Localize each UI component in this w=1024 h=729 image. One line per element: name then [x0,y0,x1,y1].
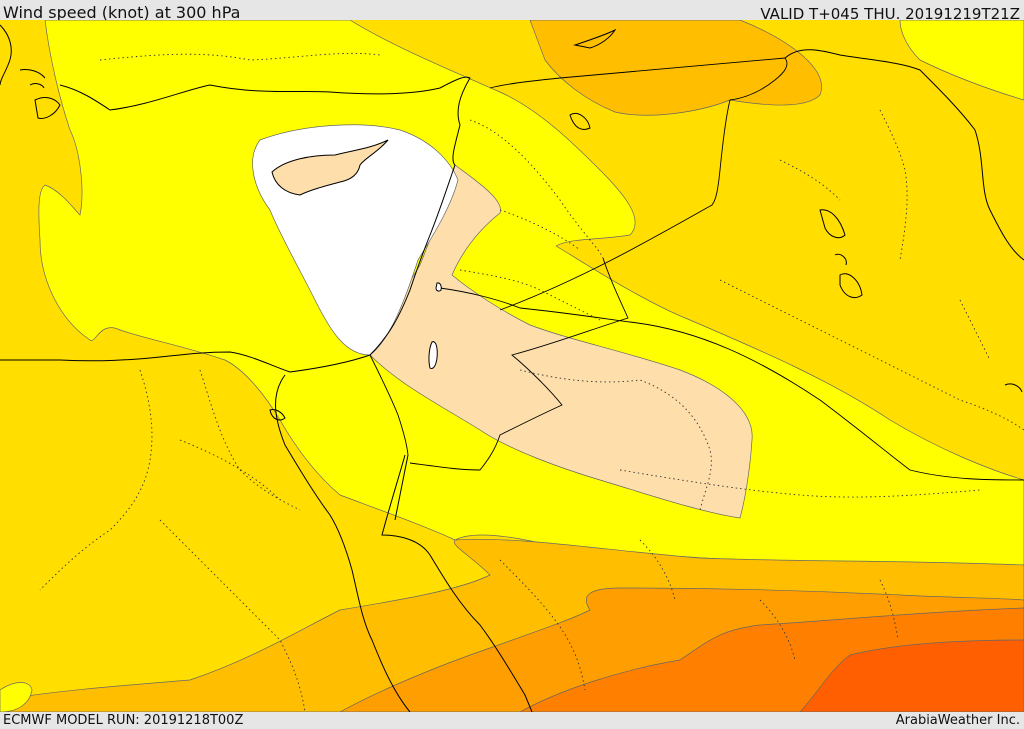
credit: ArabiaWeather Inc. [895,713,1020,728]
wind-speed-map [0,20,1024,712]
map-header: Wind speed (knot) at 300 hPa VALID T+045… [0,0,1024,23]
wind-band-red-orange [799,639,1024,712]
sea-of-galilee [435,282,442,292]
wind-band-yellow-patch [0,682,33,712]
lake-north [269,409,286,421]
map-title: Wind speed (knot) at 300 hPa [3,3,241,22]
valid-time: VALID T+045 THU. 20191219T21Z [760,5,1020,23]
coastlines [0,49,1024,712]
wind-band-yellow-northeast [899,20,1024,101]
aegean-islands [0,24,1023,393]
cyprus-island [271,139,389,196]
country-borders [369,57,1024,481]
model-run: ECMWF MODEL RUN: 20191218T00Z [3,713,244,728]
map-footer: ECMWF MODEL RUN: 20191218T00Z ArabiaWeat… [0,712,1024,729]
dead-sea [428,341,438,369]
province-borders [39,52,1024,712]
